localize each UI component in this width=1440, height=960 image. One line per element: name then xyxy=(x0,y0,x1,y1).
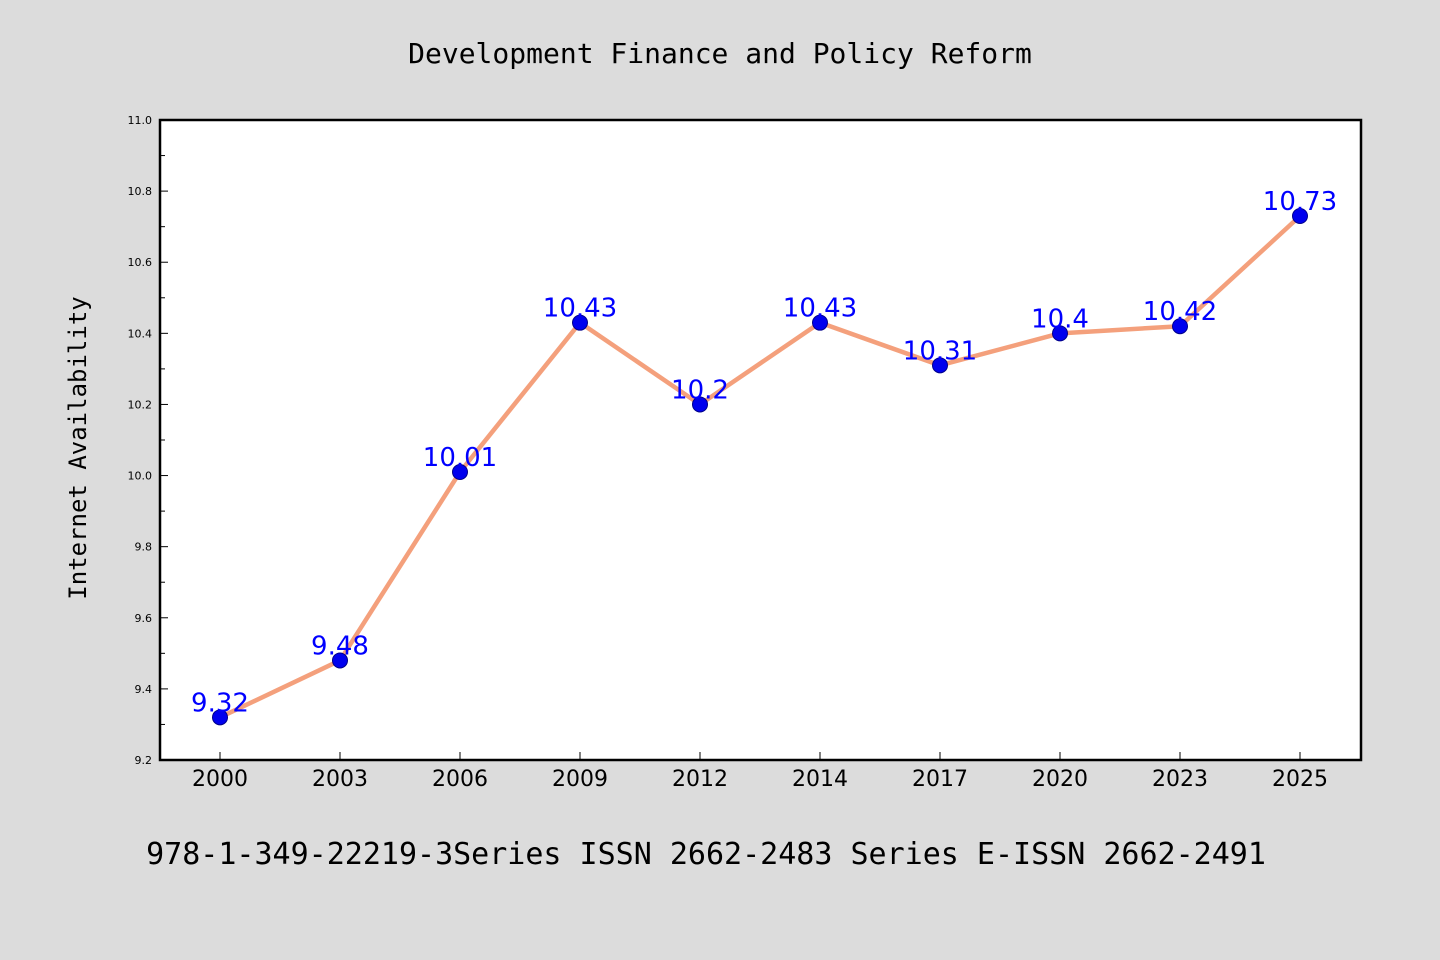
series-line xyxy=(217,213,1303,720)
data-point xyxy=(932,357,948,374)
y-tick-label: 9.2 xyxy=(135,754,153,767)
x-tick-label: 2020 xyxy=(1032,767,1088,792)
y-tick-label: 10.2 xyxy=(128,398,153,411)
x-tick-label: 2009 xyxy=(552,767,608,792)
y-tick-label: 10.8 xyxy=(128,185,153,198)
plot-area xyxy=(158,118,1363,762)
data-point xyxy=(1052,325,1068,342)
x-tick-label: 2003 xyxy=(312,767,368,792)
data-point xyxy=(572,314,588,331)
data-label: 10.73 xyxy=(1263,187,1337,217)
series-layer: 9.32 9.48 10.01 10.43 10.2 10.43 10.31 10.4 10.4… xyxy=(191,187,1337,726)
y-tick-label: 10.0 xyxy=(128,470,153,483)
y-tick-label: 10.4 xyxy=(128,327,153,340)
x-tick-label: 2014 xyxy=(792,767,848,792)
y-tick-label: 9.6 xyxy=(135,612,153,625)
data-label: 10.4 xyxy=(1031,304,1089,334)
data-label: 9.48 xyxy=(311,631,369,661)
y-tick-label: 11.0 xyxy=(128,114,153,127)
data-point xyxy=(452,464,468,480)
data-label: 9.32 xyxy=(191,688,249,718)
x-tick-label: 2006 xyxy=(432,767,488,792)
data-point xyxy=(332,652,348,669)
x-tick-label: 2025 xyxy=(1272,767,1328,792)
y-tick-label: 10.6 xyxy=(128,256,153,269)
y-axis-label: Internet Availability xyxy=(64,296,92,599)
chart-title: Development Finance and Policy Reform xyxy=(408,37,1032,70)
x-tick-label: 2023 xyxy=(1152,767,1208,792)
data-label: 10.31 xyxy=(903,336,977,366)
data-label: 10.43 xyxy=(783,294,857,324)
y-axis: 9.2 9.4 9.6 9.8 10.0 10.2 10.4 10.6 10.8 11.0 xyxy=(128,114,168,767)
data-label: 10.01 xyxy=(423,443,497,473)
data-point xyxy=(1292,208,1308,224)
y-tick-label: 9.4 xyxy=(135,683,153,696)
data-point xyxy=(1172,318,1188,335)
data-label: 10.42 xyxy=(1143,297,1217,327)
x-tick-label: 2012 xyxy=(672,767,728,792)
data-label: 10.2 xyxy=(671,375,729,405)
footnote: 978-1-349-22219-3Series ISSN 2662-2483 S… xyxy=(146,837,1266,872)
data-point xyxy=(812,314,828,331)
data-point xyxy=(212,709,228,726)
x-tick-label: 2000 xyxy=(192,767,248,792)
x-axis: 2000 2003 2006 2009 2012 2014 2017 2020 2023 2025 xyxy=(192,752,1328,792)
data-point xyxy=(692,396,708,413)
data-label: 10.43 xyxy=(543,294,617,324)
y-tick-label: 9.8 xyxy=(135,541,153,554)
x-tick-label: 2017 xyxy=(912,767,968,792)
